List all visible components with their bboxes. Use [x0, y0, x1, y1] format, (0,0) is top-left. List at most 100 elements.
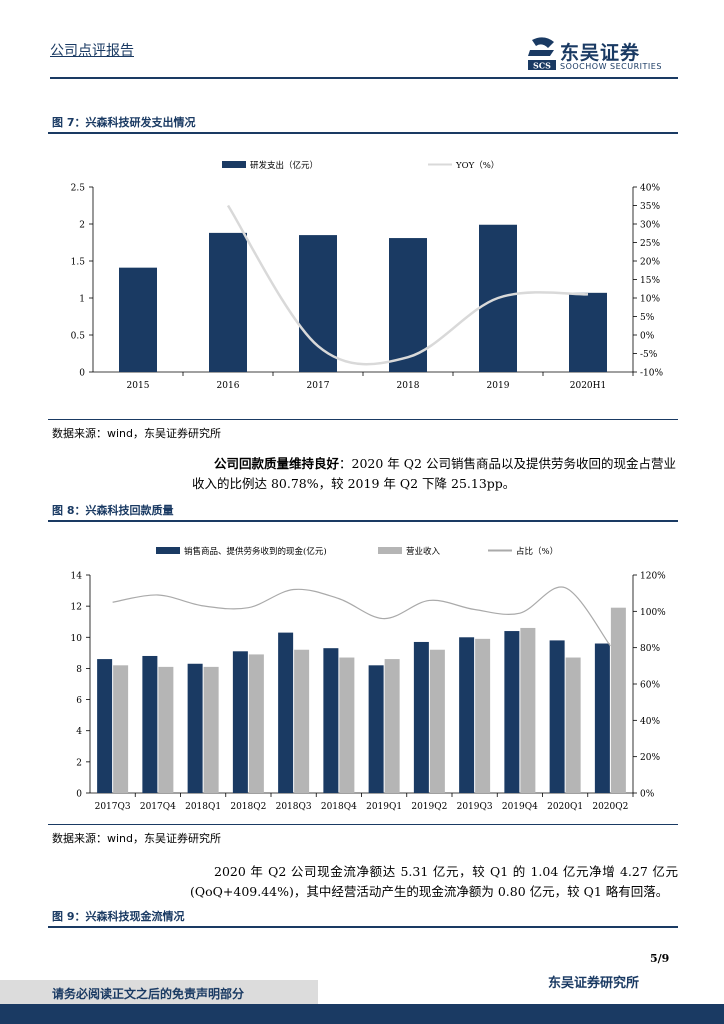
legend-label: 研发支出（亿元） — [250, 160, 318, 171]
figure9-top-rule — [48, 926, 678, 928]
figure7-source: 数据来源：wind，东吴证券研究所 — [52, 427, 222, 440]
right-tick-label: 0% — [640, 332, 655, 342]
bar-2018Q4 — [339, 657, 355, 793]
right-tick-label: 120% — [640, 572, 666, 582]
left-tick-label: 14 — [71, 572, 83, 582]
logo-english-name: SOOCHOW SECURITIES — [560, 62, 662, 71]
footer-bar — [0, 1004, 724, 1024]
svg-text:SCS: SCS — [533, 61, 551, 71]
bar-2019Q3 — [459, 637, 475, 793]
bar-2017Q3 — [97, 659, 113, 793]
bar-2017Q4 — [142, 655, 158, 793]
report-type-label: 公司点评报告 — [50, 43, 134, 59]
x-tick-label: 2018Q3 — [276, 802, 312, 812]
rd-expense-chart: 0 0.5 1 1.5 2 2.5 -10% -5% 0% 5% 10% 15% 20% 25% 30% 35… — [71, 160, 664, 391]
bar-2020Q1 — [549, 640, 565, 793]
right-tick-label: 30% — [640, 221, 660, 231]
legend-swatch — [378, 547, 402, 554]
left-tick-label: 1.5 — [71, 258, 86, 268]
logo-chinese-name: 东吴证券 — [560, 42, 641, 64]
right-tick-label: 20% — [640, 258, 660, 268]
bar-2019Q2 — [413, 641, 429, 793]
left-tick-label: 0.5 — [71, 332, 86, 342]
page-number: 5/9 — [650, 952, 670, 965]
figure7-bottom-rule — [48, 419, 678, 420]
header-rule — [50, 77, 678, 79]
left-tick-label: 10 — [71, 634, 83, 644]
left-tick-label: 4 — [76, 727, 82, 737]
x-tick-label: 2017Q3 — [95, 802, 131, 812]
x-tick-label: 2017 — [307, 381, 330, 391]
right-tick-label: -5% — [640, 350, 658, 360]
legend-label: 营业收入 — [406, 546, 441, 557]
collection-quality-chart: 0 2 4 6 8 10 12 14 0% 20% 40% 60% 80% 100% 120% 2017Q3 2… — [71, 546, 667, 812]
left-tick-label: 8 — [76, 665, 82, 675]
bar-2015 — [119, 267, 157, 372]
bar-2019Q4 — [520, 627, 536, 793]
firm-name: 东吴证券研究所 — [548, 976, 640, 991]
x-tick-label: 2019Q2 — [411, 802, 447, 812]
x-tick-label: 2020H1 — [570, 381, 606, 391]
left-tick-label: 2 — [76, 758, 82, 768]
bar-2019Q2 — [429, 649, 445, 793]
left-tick-label: 2.5 — [71, 184, 86, 194]
left-tick-label: 1 — [79, 295, 85, 305]
disclaimer-note: 请务必阅读正文之后的免责声明部分 — [52, 987, 245, 1001]
bar-2019Q1 — [384, 659, 400, 793]
series-line-YOY（%） — [226, 204, 589, 366]
x-tick-label: 2018Q4 — [321, 802, 357, 812]
bar-2019Q4 — [504, 631, 520, 793]
x-tick-label: 2016 — [217, 381, 240, 391]
right-tick-label: 15% — [640, 276, 660, 286]
bar-2018Q2 — [232, 651, 248, 793]
legend-swatch — [222, 161, 246, 168]
bar-2019Q1 — [368, 665, 384, 793]
x-tick-label: 2019 — [487, 381, 510, 391]
left-tick-label: 0 — [79, 369, 85, 379]
left-tick-label: 2 — [79, 221, 85, 231]
right-tick-label: 100% — [640, 608, 666, 618]
right-tick-label: 80% — [640, 644, 660, 654]
right-tick-label: 40% — [640, 717, 660, 727]
soochow-logo: SCS — [528, 37, 556, 71]
left-tick-label: 12 — [71, 603, 82, 613]
bar-2018Q2 — [248, 654, 264, 793]
bar-2018Q1 — [187, 663, 203, 793]
bar-2020Q1 — [565, 657, 581, 793]
bar-2017 — [299, 235, 337, 372]
bar-2017Q3 — [113, 665, 129, 793]
x-tick-label: 2018Q1 — [185, 802, 221, 812]
x-tick-label: 2019Q4 — [502, 802, 538, 812]
bar-2020Q2 — [610, 607, 626, 793]
x-tick-label: 2017Q4 — [140, 802, 176, 812]
figure8-title: 图 8：兴森科技回款质量 — [52, 504, 174, 517]
collection-quality-paragraph: 公司回款质量维持良好：2020 年 Q2 公司销售商品以及提供劳务收回的现金占营… — [192, 454, 678, 494]
right-tick-label: -10% — [640, 369, 663, 379]
bar-2020Q2 — [594, 643, 610, 793]
legend-label: 销售商品、提供劳务收到的现金(亿元) — [184, 546, 327, 557]
right-tick-label: 25% — [640, 239, 660, 249]
paragraph-heading: 公司回款质量维持良好 — [214, 456, 340, 471]
right-tick-label: 40% — [640, 184, 660, 194]
legend-swatch — [156, 547, 180, 554]
bar-2019Q3 — [475, 638, 491, 793]
legend-label: YOY（%） — [455, 160, 499, 171]
left-tick-label: 0 — [76, 790, 82, 800]
figure7-title: 图 7：兴森科技研发支出情况 — [52, 116, 196, 129]
x-tick-label: 2019Q1 — [366, 802, 402, 812]
logo-mark-icon: SCS — [528, 37, 556, 71]
x-tick-label: 2020Q2 — [592, 802, 628, 812]
right-tick-label: 5% — [640, 313, 655, 323]
bar-2017Q4 — [158, 666, 174, 793]
bar-2018Q1 — [203, 666, 219, 793]
x-tick-label: 2020Q1 — [547, 802, 583, 812]
bar-2016 — [209, 232, 247, 372]
x-tick-label: 2018 — [397, 381, 420, 391]
right-tick-label: 60% — [640, 681, 660, 691]
figure7-top-rule — [48, 132, 678, 134]
bar-2018Q3 — [294, 649, 310, 793]
right-tick-label: 10% — [640, 295, 660, 305]
x-tick-label: 2019Q3 — [457, 802, 493, 812]
footer-gray-band — [0, 980, 318, 1004]
bar-2018Q3 — [278, 632, 294, 793]
